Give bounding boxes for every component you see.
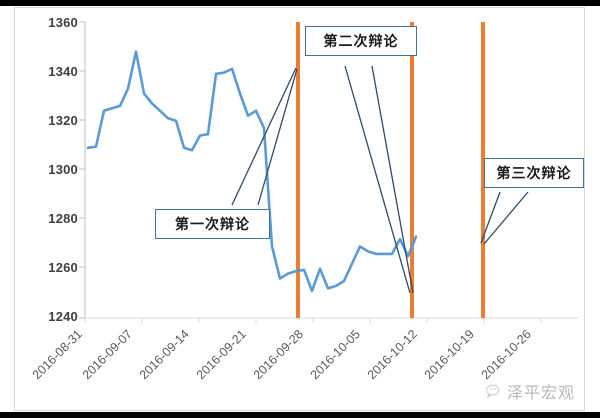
debate-1-callout-label: 第一次辩论 [175, 217, 250, 233]
debate-1-callout: 第一次辩论 [155, 209, 270, 239]
debate-2-callout-label: 第二次辩论 [323, 34, 399, 50]
bottom-black-bar [0, 412, 600, 418]
y-axis-tick-1260: 1260 [48, 260, 78, 275]
debate-1-leader-lines [231, 67, 298, 206]
y-axis-tick-1240: 1240 [48, 309, 78, 324]
x-axis-ticks [84, 318, 542, 323]
debate-2-callout: 第二次辩论 [305, 26, 417, 56]
y-axis-ticks [79, 21, 85, 319]
debate-3-leader-lines [480, 191, 529, 245]
watermark-text: 泽平宏观 [507, 383, 576, 402]
y-axis-tick-1320: 1320 [48, 113, 78, 128]
debate-3-callout: 第三次辩论 [484, 158, 584, 188]
y-axis-tick-1340: 1340 [48, 64, 78, 79]
y-axis-tick-1300: 1300 [48, 162, 78, 177]
y-axis-tick-1280: 1280 [48, 211, 78, 226]
price-line [86, 50, 418, 293]
debate-3-callout-label: 第三次辩论 [496, 166, 572, 182]
debate-2-leader-lines [344, 65, 414, 294]
top-black-bar [0, 0, 600, 6]
wechat-icon [486, 384, 500, 398]
watermark: 泽平宏观 [486, 379, 575, 403]
y-axis-tick-1360: 1360 [48, 15, 78, 30]
